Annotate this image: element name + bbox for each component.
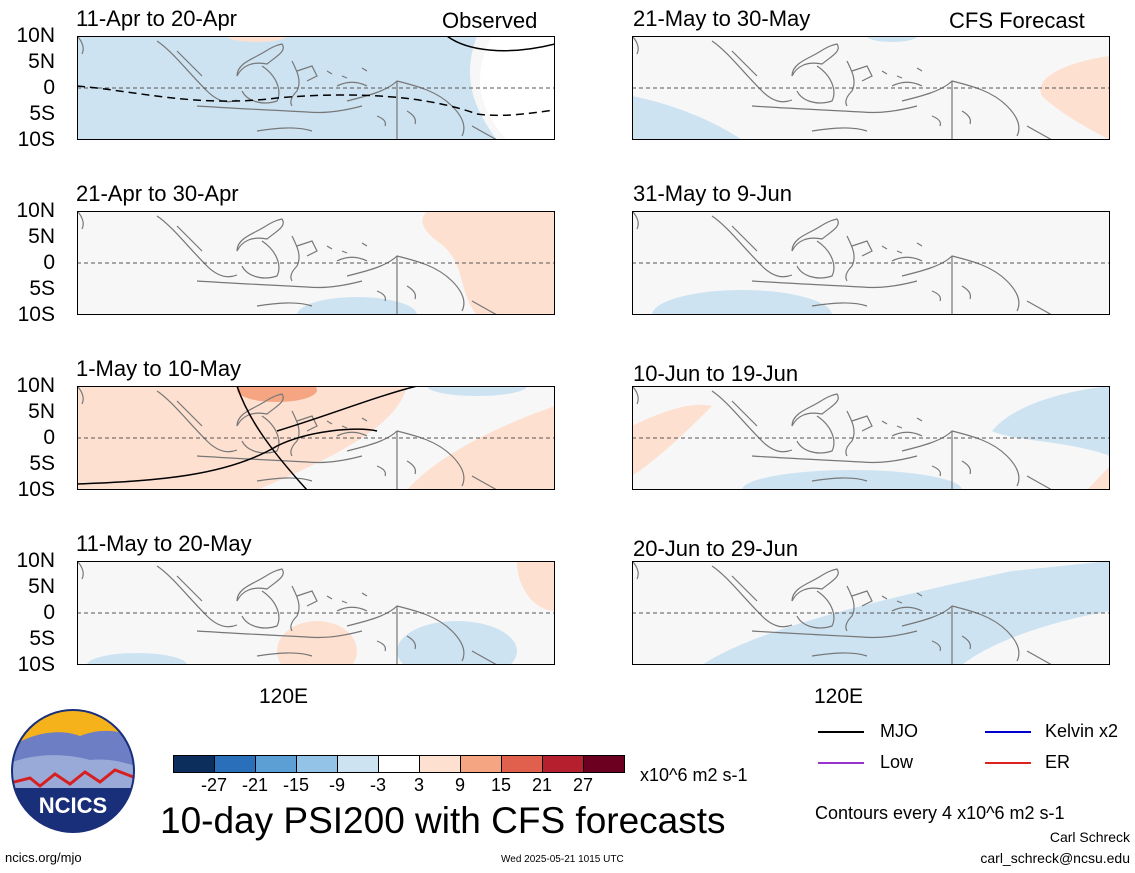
main-title: 10-day PSI200 with CFS forecasts	[160, 800, 726, 841]
map-panel-5	[632, 36, 1110, 140]
colorbar-cell	[419, 755, 461, 773]
legend-label-kelvin: Kelvin x2	[1045, 721, 1119, 741]
lat-label: 0	[43, 76, 55, 99]
colorbar-cell	[542, 755, 584, 773]
panel-title-7: 10-Jun to 19-Jun	[633, 361, 799, 386]
panel-title-2: 21-Apr to 30-Apr	[76, 181, 239, 206]
lat-label: 10S	[17, 478, 55, 501]
colorbar-cell	[214, 755, 256, 773]
lon-label: 120E	[259, 685, 309, 708]
colorbar-cell	[296, 755, 338, 773]
map-panel-6	[632, 211, 1110, 315]
lat-label: 10N	[16, 549, 55, 572]
colorbar-cell	[378, 755, 420, 773]
lat-label: 10S	[17, 128, 55, 151]
observed-label: Observed	[442, 8, 538, 33]
legend-swatch-er	[985, 762, 1031, 764]
lat-label: 5N	[28, 50, 55, 73]
ncics-logo: NCICS	[10, 708, 136, 834]
panel-title-4: 11-May to 20-May	[76, 531, 252, 556]
lat-label: 0	[43, 601, 55, 624]
panel-title-8: 20-Jun to 29-Jun	[633, 536, 799, 561]
map-panel-3	[77, 386, 555, 490]
footer-timestamp: Wed 2025-05-21 1015 UTC	[501, 854, 624, 865]
forecast-label: CFS Forecast	[949, 8, 1085, 33]
colorbar-units: x10^6 m2 s-1	[640, 765, 748, 785]
colorbar-tick-label: -3	[369, 775, 387, 795]
colorbar-tick-label: 3	[413, 775, 425, 795]
lat-label: 10S	[17, 653, 55, 676]
lat-label: 10N	[16, 199, 55, 222]
colorbar-tick-label: 21	[531, 775, 553, 795]
colorbar-cell	[583, 755, 625, 773]
lat-label: 10N	[16, 374, 55, 397]
colorbar-tick-label: -15	[282, 775, 310, 795]
panel-title-5: 21-May to 30-May	[633, 6, 811, 31]
lat-label: 5S	[29, 102, 55, 125]
logo-text: NCICS	[39, 793, 107, 818]
ncics-logo-graphic: NCICS	[11, 709, 135, 833]
colorbar-cell	[173, 755, 215, 773]
lat-label: 5S	[29, 452, 55, 475]
lat-label: 0	[43, 426, 55, 449]
colorbar-tick-label: 15	[490, 775, 512, 795]
panel-title-1: 11-Apr to 20-Apr	[76, 6, 238, 31]
lat-label: 5N	[28, 400, 55, 423]
panel-title-6: 31-May to 9-Jun	[633, 181, 792, 206]
colorbar-tick-label: 9	[454, 775, 466, 795]
colorbar-cell	[255, 755, 297, 773]
colorbar-tick-label: -27	[200, 775, 228, 795]
colorbar-tick-label: -9	[328, 775, 346, 795]
footer-email[interactable]: carl_schreck@ncsu.edu	[980, 850, 1130, 866]
map-panel-2	[77, 211, 555, 315]
panel-title-3: 1-May to 10-May	[76, 356, 242, 381]
contour-note: Contours every 4 x10^6 m2 s-1	[815, 803, 1065, 823]
map-panel-1	[77, 36, 555, 140]
map-panel-7	[632, 386, 1110, 490]
legend-label-er: ER	[1045, 752, 1071, 772]
lat-label: 10S	[17, 303, 55, 326]
legend-label-low: Low	[880, 752, 914, 772]
legend-swatch-kelvin	[985, 731, 1031, 733]
footer-url[interactable]: ncics.org/mjo	[5, 850, 82, 865]
lat-label: 5N	[28, 225, 55, 248]
footer-author: Carl Schreck	[1049, 829, 1130, 845]
lat-label: 5S	[29, 277, 55, 300]
legend-label-mjo: MJO	[880, 721, 918, 741]
lat-label: 5N	[28, 575, 55, 598]
map-panel-8	[632, 561, 1110, 665]
lat-label: 10N	[16, 24, 55, 47]
colorbar-cell	[337, 755, 379, 773]
colorbar-tick-label: 27	[572, 775, 594, 795]
legend-swatch-low	[818, 762, 864, 764]
colorbar-cell	[501, 755, 543, 773]
lat-label: 0	[43, 251, 55, 274]
lat-label: 5S	[29, 627, 55, 650]
colorbar-cell	[460, 755, 502, 773]
lon-label: 120E	[814, 685, 864, 708]
map-panel-4	[77, 561, 555, 665]
legend-swatch-mjo	[818, 731, 864, 733]
colorbar-tick-label: -21	[241, 775, 269, 795]
